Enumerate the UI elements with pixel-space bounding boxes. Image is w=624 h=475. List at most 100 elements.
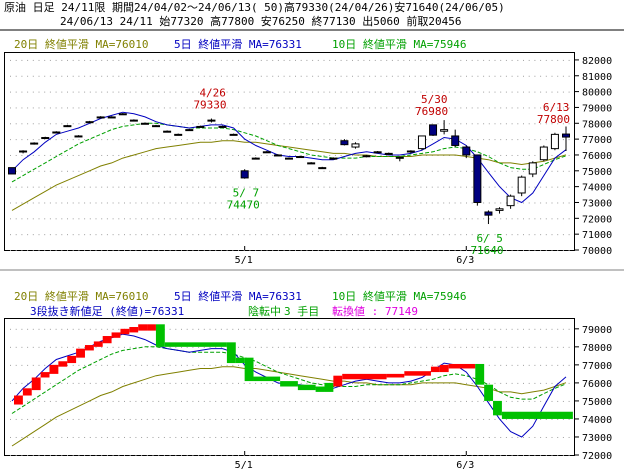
top-grid-dot <box>21 123 23 125</box>
bottom-grid-dot <box>317 382 319 384</box>
bottom-grid-dot <box>72 364 74 366</box>
top-grid-dot <box>426 250 428 251</box>
top-grid-dot <box>220 218 222 220</box>
top-grid-dot <box>255 170 257 172</box>
top-grid-dot <box>306 250 308 251</box>
bottom-grid-dot <box>226 400 228 402</box>
top-grid-dot <box>403 202 405 204</box>
kagi-brick-up <box>138 324 148 331</box>
top-grid-dot <box>215 123 217 125</box>
bottom-grid-dot <box>243 328 245 330</box>
bottom-grid-dot <box>95 436 97 438</box>
top-grid-dot <box>374 139 376 141</box>
top-grid-dot <box>203 59 205 61</box>
bottom-grid-dot <box>283 328 285 330</box>
top-grid-dot <box>369 139 371 141</box>
top-grid-dot <box>129 75 131 77</box>
top-grid-dot <box>448 186 450 188</box>
bottom-grid-dot <box>238 346 239 348</box>
top-grid-dot <box>300 186 302 188</box>
bottom-grid-dot <box>562 400 564 402</box>
top-grid-dot <box>562 139 564 141</box>
top-grid-dot <box>568 202 570 204</box>
top-grid-dot <box>44 234 46 236</box>
top-grid-dot <box>562 250 564 251</box>
bottom-grid-dot <box>431 400 433 402</box>
top-grid-dot <box>357 250 359 251</box>
bottom-grid-dot <box>21 364 23 366</box>
top-grid-dot <box>158 139 160 141</box>
top-grid-dot <box>181 186 182 188</box>
top-grid-dot <box>175 218 177 220</box>
kagi-brick-up <box>22 388 32 396</box>
top-grid-dot <box>505 234 507 236</box>
top-grid-dot <box>101 154 103 156</box>
top-grid-dot <box>306 154 308 156</box>
top-grid-dot <box>551 250 553 251</box>
bottom-grid-dot <box>295 328 296 330</box>
top-grid-dot <box>357 234 359 236</box>
bottom-grid-dot <box>317 346 319 348</box>
top-grid-dot <box>323 59 325 61</box>
top-grid-dot <box>283 234 285 236</box>
top-grid-dot <box>488 202 490 204</box>
candle-up <box>118 113 127 116</box>
bottom-grid-dot <box>363 364 365 366</box>
bottom-grid-dot <box>517 455 519 456</box>
top-grid-dot <box>426 170 428 172</box>
bottom-grid-dot <box>32 436 34 438</box>
top-grid-dot <box>146 107 148 109</box>
bottom-grid-dot <box>505 346 507 348</box>
bottom-grid-dot <box>226 455 228 456</box>
bottom-grid-dot <box>232 382 234 384</box>
top-grid-dot <box>357 186 359 188</box>
bottom-grid-dot <box>545 346 547 348</box>
top-grid-dot <box>21 59 23 61</box>
bottom-grid-dot <box>460 418 462 420</box>
top-grid-dot <box>431 218 433 220</box>
top-grid-dot <box>226 107 228 109</box>
top-grid-dot <box>528 234 530 236</box>
bottom-grid-dot <box>67 364 68 366</box>
top-grid-dot <box>323 154 325 156</box>
bottom-grid-dot <box>232 455 234 456</box>
bottom-grid-dot <box>277 328 279 330</box>
bottom-grid-dot <box>277 346 279 348</box>
top-grid-dot <box>84 234 86 236</box>
top-grid-dot <box>397 186 399 188</box>
top-grid-dot <box>471 139 473 141</box>
top-grid-dot <box>255 59 257 61</box>
top-grid-dot <box>152 202 154 204</box>
top-grid-dot <box>141 107 143 109</box>
bottom-grid-dot <box>426 455 428 456</box>
top-grid-dot <box>78 234 80 236</box>
bottom-grid-dot <box>226 328 228 330</box>
top-grid-dot <box>118 75 120 77</box>
top-grid-dot <box>158 234 160 236</box>
top-x-tick-label: 5/1 <box>235 255 253 266</box>
bottom-grid-dot <box>460 346 462 348</box>
bottom-grid-dot <box>323 382 325 384</box>
candle-up <box>196 125 205 128</box>
top-grid-dot <box>277 250 279 251</box>
bottom-grid-dot <box>323 364 325 366</box>
bottom-grid-dot <box>215 400 217 402</box>
top-grid-dot <box>437 234 439 236</box>
bottom-grid-dot <box>44 436 46 438</box>
top-grid-dot <box>112 154 114 156</box>
bottom-grid-dot <box>186 364 188 366</box>
bottom-grid-dot <box>272 328 274 330</box>
top-grid-dot <box>443 91 445 93</box>
top-grid-dot <box>186 59 188 61</box>
bottom-grid-dot <box>186 346 188 348</box>
top-grid-dot <box>557 218 559 220</box>
top-grid-dot <box>454 202 456 204</box>
top-grid-dot <box>460 234 462 236</box>
bottom-grid-dot <box>112 346 114 348</box>
top-grid-dot <box>369 250 371 251</box>
top-grid-dot <box>329 139 331 141</box>
top-grid-dot <box>10 91 11 93</box>
top-grid-dot <box>329 218 331 220</box>
candle-up <box>85 121 94 124</box>
top-grid-dot <box>181 218 182 220</box>
